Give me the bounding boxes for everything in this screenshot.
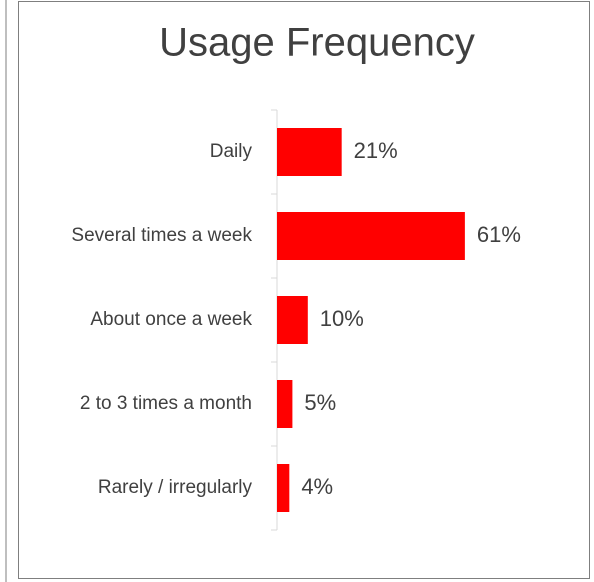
data-label: 21%	[354, 138, 398, 163]
bar	[277, 212, 465, 260]
bar	[277, 128, 342, 176]
category-label: 2 to 3 times a month	[80, 393, 252, 414]
data-label: 61%	[477, 222, 521, 247]
category-label: Rarely / irregularly	[98, 477, 253, 498]
category-label: Several times a week	[71, 225, 252, 246]
bar	[277, 296, 308, 344]
data-label: 10%	[320, 306, 364, 331]
data-label: 4%	[301, 474, 333, 499]
category-label: About once a week	[90, 309, 252, 330]
category-label: Daily	[210, 141, 253, 162]
bar	[277, 464, 290, 512]
chart-title: Usage Frequency	[159, 21, 475, 65]
chart-frame	[18, 1, 590, 579]
data-label: 5%	[304, 390, 336, 415]
bar	[277, 380, 293, 428]
